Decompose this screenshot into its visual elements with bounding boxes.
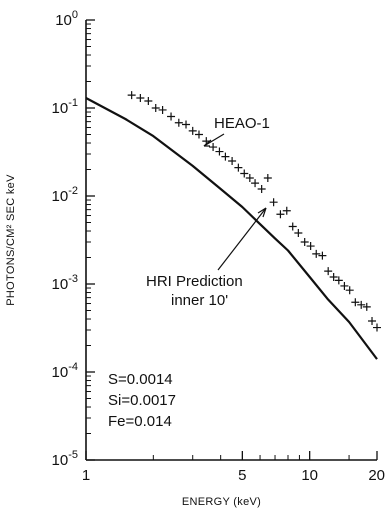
heao-data-point — [221, 152, 230, 161]
abundance-label: Si=0.0017 — [108, 392, 176, 409]
y-tick-base: 10 — [52, 100, 69, 117]
hri-prediction-line — [85, 97, 378, 360]
heao-data-point — [276, 210, 285, 219]
heao-data-point — [182, 120, 191, 129]
y-axis-title: PHOTONS/CM² SEC keV — [5, 174, 17, 306]
abundance-label: Fe=0.014 — [108, 413, 172, 430]
y-tick-label: 10-2 — [52, 185, 78, 205]
heao-data-point — [234, 163, 243, 172]
x-tick-label: 5 — [238, 467, 246, 484]
heao-data-point — [144, 97, 153, 106]
heao-data-point — [318, 251, 327, 260]
y-tick-label: 10-3 — [52, 273, 78, 293]
heao-data-point — [228, 156, 237, 165]
heao-data-point — [351, 298, 360, 307]
heao-data-point — [194, 130, 203, 139]
heao-data-point — [209, 143, 218, 152]
heao-data-point — [251, 179, 260, 188]
heao-arrow-head — [203, 139, 212, 147]
y-tick-label: 10-4 — [52, 361, 78, 381]
heao-data-point — [151, 104, 160, 112]
x-tick-label: 20 — [368, 467, 385, 484]
heao-data-point — [306, 242, 315, 251]
y-tick-exponent: -3 — [68, 273, 78, 285]
heao-data-point — [188, 126, 197, 135]
heao-data-point — [368, 316, 377, 325]
heao-data-point — [329, 273, 338, 282]
y-tick-base: 10 — [55, 12, 72, 29]
heao-data-point — [269, 198, 278, 207]
heao-data-point — [300, 238, 309, 247]
y-tick-base: 10 — [52, 452, 69, 469]
heao-data-point — [288, 222, 297, 231]
heao-data-point — [340, 281, 349, 290]
y-tick-label: 10-1 — [52, 97, 78, 117]
heao-data-point — [158, 105, 167, 114]
annotation-layer: HEAO-1 HRI Prediction inner 10' S=0.0014 Si=… — [108, 115, 270, 430]
y-tick-exponent: -4 — [68, 361, 78, 373]
y-tick-exponent: -1 — [68, 97, 78, 109]
heao-data-point — [282, 206, 291, 215]
heao-data-point — [245, 174, 254, 183]
hri-label-line2: inner 10' — [171, 292, 228, 309]
y-tick-label: 100 — [55, 9, 78, 29]
hri-label-line1: HRI Prediction — [146, 273, 243, 290]
heao-data-point — [257, 185, 266, 194]
y-tick-base: 10 — [52, 188, 69, 205]
y-tick-base: 10 — [52, 364, 69, 381]
hri-arrow-head — [257, 207, 267, 218]
y-tick-exponent: 0 — [72, 9, 78, 21]
heao-arrow-line — [203, 133, 225, 147]
x-tick-label: 10 — [301, 467, 318, 484]
y-tick-label: 10-5 — [52, 449, 78, 469]
x-tick-label: 1 — [82, 467, 90, 484]
y-tick-exponent: -2 — [68, 185, 78, 197]
y-tick-base: 10 — [52, 276, 69, 293]
heao-data-point — [357, 300, 366, 309]
abundance-label: S=0.0014 — [108, 371, 173, 388]
hri-arrow-line — [217, 207, 267, 271]
heao-data-point — [294, 228, 303, 237]
heao-data-point — [263, 174, 272, 183]
heao-data-point — [345, 286, 354, 295]
heao-label: HEAO-1 — [214, 115, 270, 132]
heao-data-point — [312, 249, 321, 258]
x-axis-title: ENERGY (keV) — [182, 496, 261, 508]
axes-layer — [85, 20, 377, 461]
y-tick-exponent: -5 — [68, 449, 78, 461]
heao-data-point — [174, 118, 183, 127]
heao-data-point — [324, 267, 333, 276]
heao-data-point — [373, 323, 381, 332]
heao-data-point — [362, 302, 371, 311]
heao-data-point — [127, 91, 136, 100]
series-layer — [85, 91, 381, 360]
heao-data-series — [127, 91, 381, 332]
heao-data-point — [136, 93, 145, 102]
heao-data-point — [215, 147, 224, 156]
heao-data-point — [334, 276, 343, 285]
heao-data-point — [167, 112, 176, 121]
heao-data-point — [240, 169, 249, 178]
